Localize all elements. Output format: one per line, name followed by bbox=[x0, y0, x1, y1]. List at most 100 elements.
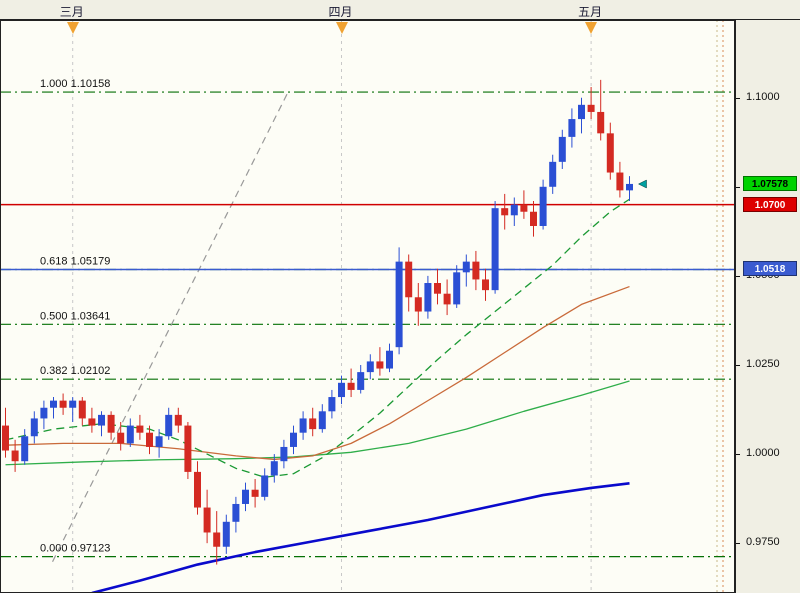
time-axis[interactable]: 三月 四月 五月 bbox=[0, 0, 800, 20]
candle-up bbox=[386, 350, 393, 369]
price-axis-label: 1.1000 bbox=[746, 91, 780, 103]
candle-down bbox=[347, 382, 355, 390]
month-marker-icon bbox=[335, 22, 348, 34]
trendline[interactable] bbox=[52, 92, 289, 562]
candle-down bbox=[59, 400, 67, 408]
candle-up bbox=[395, 261, 403, 348]
candle-up bbox=[21, 436, 29, 462]
candle-up bbox=[510, 204, 518, 216]
plot-background bbox=[0, 20, 735, 593]
fib-level-label: 1.000 1.10158 bbox=[40, 78, 110, 90]
candle-up bbox=[155, 436, 163, 447]
price-axis-label: 1.0250 bbox=[746, 358, 780, 370]
fib-level-label: 0.500 1.03641 bbox=[40, 310, 110, 322]
candle-down bbox=[88, 418, 96, 426]
candle-up bbox=[242, 489, 249, 504]
candle-up bbox=[50, 400, 57, 408]
candle-down bbox=[194, 471, 201, 508]
candle-up bbox=[280, 446, 288, 462]
candle-down bbox=[203, 507, 211, 533]
candle-down bbox=[376, 361, 384, 369]
month-marker-icon bbox=[585, 22, 598, 34]
blue-line-tag: 1.0518 bbox=[743, 261, 797, 276]
candle-down bbox=[530, 211, 537, 226]
candle-up bbox=[299, 418, 307, 433]
axis-tick bbox=[736, 543, 740, 544]
candle-up bbox=[453, 272, 461, 305]
candle-up bbox=[222, 521, 230, 547]
candle-down bbox=[414, 297, 422, 312]
candle-up bbox=[165, 414, 173, 437]
fib-level-label: 0.382 1.02102 bbox=[40, 365, 110, 377]
candle-down bbox=[309, 418, 317, 430]
candle-down bbox=[501, 208, 509, 216]
candle-down bbox=[597, 111, 605, 134]
candle-up bbox=[626, 183, 633, 191]
candle-up bbox=[558, 136, 566, 162]
candlestick-chart[interactable]: 1.000 1.10158 0.618 1.05179 0.500 1.03641 0… bbox=[0, 20, 735, 593]
ma-medium bbox=[5, 285, 630, 461]
candle-down bbox=[78, 400, 86, 419]
month-label: 三月 bbox=[59, 5, 84, 19]
candle-up bbox=[539, 186, 547, 226]
candle-down bbox=[587, 104, 595, 112]
axis-tick bbox=[736, 187, 740, 188]
axis-tick bbox=[736, 454, 740, 455]
candle-up bbox=[98, 414, 105, 426]
candle-up bbox=[357, 372, 365, 390]
price-axis-label: 1.0000 bbox=[746, 447, 780, 459]
candle-down bbox=[11, 450, 19, 462]
candle-up bbox=[568, 119, 576, 137]
candle-down bbox=[443, 293, 451, 305]
month-marker-icon bbox=[66, 22, 79, 34]
ma-slow bbox=[5, 380, 630, 466]
candle-down bbox=[520, 204, 528, 212]
candle-down bbox=[184, 425, 192, 472]
price-axis-label: 0.9750 bbox=[746, 536, 780, 548]
last-price-marker bbox=[637, 179, 647, 189]
candle-up bbox=[270, 461, 278, 476]
candle-down bbox=[606, 133, 614, 173]
candle-down bbox=[616, 172, 624, 191]
candle-up bbox=[232, 503, 240, 522]
candle-up bbox=[290, 432, 297, 447]
candle-up bbox=[338, 382, 345, 398]
last-price-tag: 1.07578 bbox=[743, 176, 797, 191]
candle-up bbox=[491, 208, 499, 291]
ma-longterm bbox=[91, 482, 630, 593]
candle-up bbox=[549, 161, 557, 187]
candle-down bbox=[107, 414, 115, 433]
red-line-tag: 1.0700 bbox=[743, 197, 797, 212]
candle-down bbox=[117, 432, 125, 444]
month-label: 四月 bbox=[328, 5, 353, 19]
candle-down bbox=[434, 283, 441, 294]
candle-up bbox=[578, 104, 585, 120]
candle-up bbox=[424, 283, 432, 312]
candle-up bbox=[69, 400, 77, 408]
axis-tick bbox=[736, 98, 740, 99]
candle-up bbox=[30, 418, 38, 437]
axis-tick bbox=[736, 365, 740, 366]
candle-down bbox=[482, 279, 489, 291]
price-axis[interactable]: 1.10001.07501.05001.02501.00000.97501.07… bbox=[735, 20, 800, 593]
candle-up bbox=[261, 475, 269, 497]
month-label: 五月 bbox=[578, 5, 603, 19]
candle-up bbox=[126, 425, 134, 444]
candle-down bbox=[472, 261, 480, 280]
candle-down bbox=[136, 425, 144, 433]
fib-level-label: 0.000 0.97123 bbox=[40, 543, 110, 555]
candle-down bbox=[2, 425, 9, 451]
candle-down bbox=[251, 489, 259, 497]
candle-down bbox=[174, 414, 182, 426]
fib-level-label: 0.618 1.05179 bbox=[40, 256, 110, 268]
candle-up bbox=[462, 261, 470, 273]
candle-up bbox=[318, 411, 326, 430]
candle-down bbox=[405, 261, 413, 298]
candle-down bbox=[213, 532, 221, 547]
axis-tick bbox=[736, 276, 740, 277]
candle-up bbox=[40, 407, 48, 419]
candle-up bbox=[328, 397, 336, 412]
candle-up bbox=[366, 361, 374, 373]
candle-down bbox=[146, 432, 153, 447]
